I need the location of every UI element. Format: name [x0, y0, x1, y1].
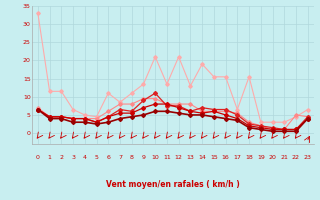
X-axis label: Vent moyen/en rafales ( km/h ): Vent moyen/en rafales ( km/h ) — [106, 180, 240, 189]
